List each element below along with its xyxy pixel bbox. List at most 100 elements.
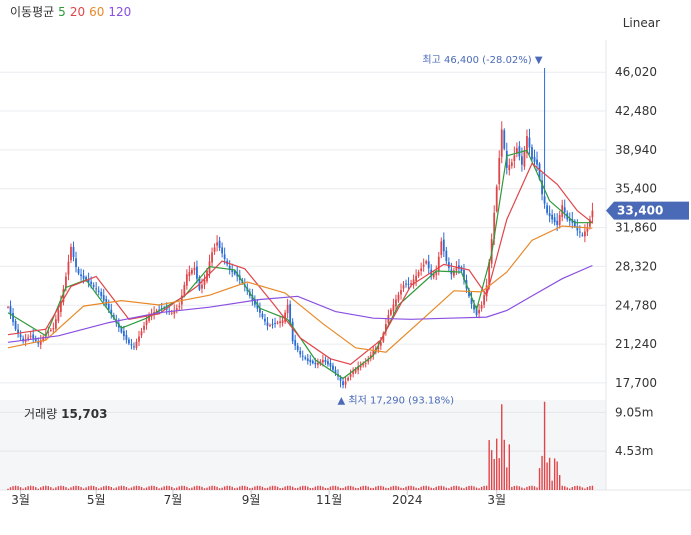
candle-body [311,360,314,364]
price-axis-label: 46,020 [615,65,657,79]
volume-panel-background [0,400,606,490]
candle-body [264,318,266,322]
candle-body [503,130,506,149]
candle-body [327,361,329,365]
candle-body [349,374,352,377]
volume-bar [82,488,85,490]
candle-body [294,340,297,346]
candle-body [475,308,478,315]
candle-body [314,362,317,365]
candle-body [495,186,498,211]
volume-bar [586,487,589,490]
candle-body [410,283,412,285]
volume-bar [430,487,432,490]
candle-body [70,246,72,261]
volume-bar [483,485,485,490]
volume-bar [105,485,107,490]
volume-bar [291,486,294,490]
volume-bar [251,487,254,490]
volume-bar [591,485,594,490]
volume-bar [62,486,65,490]
moving-average-120-line [7,264,593,343]
candle-body [533,156,536,162]
volume-bar [168,485,170,490]
legend-ma-5[interactable]: 5 [58,5,66,19]
candle-body [543,196,546,204]
volume-bar [460,487,463,490]
volume-bar [206,487,208,490]
volume-bar [417,488,420,490]
candle-body [316,362,319,365]
volume-bar [29,485,32,490]
candle-body [130,344,133,346]
volume-bar [226,485,228,490]
volume-bar [181,485,183,490]
candle-body [276,322,279,324]
candle-body [128,339,130,344]
candle-body [185,274,188,286]
candle-body [140,331,143,336]
candle-body [175,308,178,311]
candle-body [269,325,271,327]
candle-body [452,270,455,276]
volume-bar [163,486,165,490]
price-axis-label: 24,780 [615,298,657,312]
candle-body [372,351,375,356]
volume-bar [198,485,201,490]
candle-body [397,294,400,301]
candle-body [138,336,140,342]
volume-bar [266,487,269,490]
volume-bars [7,401,594,490]
candle-body [203,279,206,285]
candle-body [261,313,264,318]
volume-bar [528,485,531,490]
volume-bar [470,485,473,490]
candle-body [445,250,448,262]
candle-body [183,284,186,295]
volume-bar [422,485,425,490]
volume-bar [130,487,133,490]
price-axis-label: 21,240 [615,337,657,351]
volume-bar [513,485,516,490]
candle-body [432,273,435,278]
volume-bar [433,488,435,490]
volume-bar [450,486,453,490]
candle-body [221,247,224,254]
volume-bar [173,488,175,490]
candle-body [228,265,231,270]
candle-body [364,363,367,365]
x-axis-label: 3월 [11,493,30,507]
volume-bar [569,488,571,490]
price-axis-label: 28,320 [615,259,657,273]
volume-bar [47,486,50,490]
volume-bar [359,486,362,490]
candle-body [135,341,138,348]
volume-bar [289,485,291,490]
candle-body [133,346,135,348]
candle-body [321,359,324,363]
volume-bar [269,486,271,490]
volume-bar [558,475,561,490]
volume-bar [138,485,140,490]
volume-bar [533,486,536,490]
candle-body [395,299,397,307]
volume-bar [324,487,327,490]
volume-bar [490,450,493,490]
volume-bar [385,487,387,490]
candle-body [392,304,395,311]
legend-ma-60[interactable]: 60 [89,5,105,19]
volume-bar [468,485,470,490]
candle-body [362,364,365,366]
volume-bar [566,487,568,490]
candle-body [382,333,385,342]
volume-axis-label: 9.05m [615,405,653,419]
legend-ma-120[interactable]: 120 [108,5,132,19]
moving-average-5-line [7,149,593,380]
candle-body [259,308,261,313]
scale-toggle-button[interactable]: Linear [622,16,660,30]
candle-body [160,308,163,310]
volume-bar [95,487,97,490]
legend-ma-20[interactable]: 20 [69,5,86,19]
